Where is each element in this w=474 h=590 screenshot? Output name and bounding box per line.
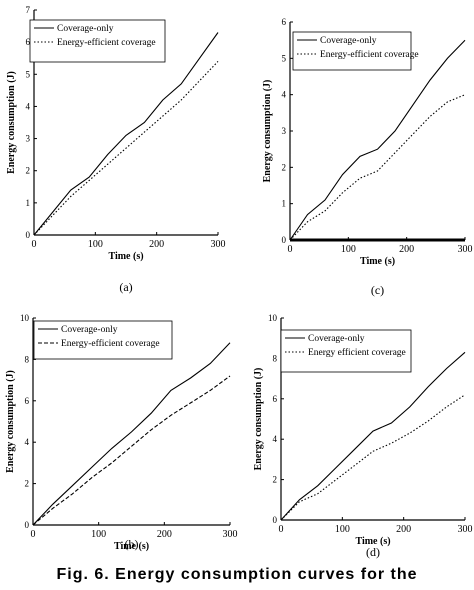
legend-box — [33, 320, 173, 360]
y-tick-label: 2 — [26, 166, 31, 176]
legend-label: Energy efficient coverage — [308, 347, 406, 358]
panel-caption: (a) — [119, 280, 132, 294]
y-tick-label: 6 — [282, 17, 287, 27]
y-axis-label: Energy consumption (J) — [262, 80, 273, 183]
legend-box — [29, 19, 166, 63]
series-line-energy-efficient — [289, 94, 466, 241]
x-tick-label: 300 — [458, 524, 473, 535]
y-tick-label: 4 — [273, 434, 278, 444]
y-axis-label: Energy consumption (J) — [253, 368, 264, 471]
series-line-coverage-only — [32, 342, 231, 526]
x-tick-label: 200 — [157, 529, 172, 540]
y-tick-label: 4 — [25, 437, 30, 447]
y-tick-label: 1 — [282, 199, 287, 209]
x-tick-label: 300 — [211, 239, 226, 250]
x-axis-label: Time (s) — [355, 536, 390, 547]
legend-label: Coverage-only — [308, 334, 365, 344]
series-line-energy-efficient — [32, 375, 231, 526]
y-tick-label: 4 — [282, 90, 287, 100]
legend-label: Energy-efficient coverage — [57, 37, 156, 48]
series-line-coverage-only — [280, 351, 466, 521]
legend-label: Energy-efficient coverage — [320, 49, 419, 60]
y-tick-label: 4 — [26, 101, 31, 111]
legend: Coverage-only Energy efficient coverage — [280, 329, 412, 373]
y-tick-label: 5 — [26, 69, 31, 79]
y-tick-label: 6 — [25, 396, 30, 406]
legend: Coverage-only Energy-efficient coverage — [33, 320, 173, 360]
x-tick-label: 0 — [279, 524, 284, 535]
series-line-coverage-only — [289, 39, 466, 241]
y-tick-label: 0 — [25, 520, 30, 530]
x-tick-label: 200 — [396, 524, 411, 535]
x-tick-label: 100 — [335, 524, 350, 535]
x-tick-label: 200 — [399, 244, 414, 255]
y-tick-label: 5 — [282, 53, 287, 63]
y-tick-label: 8 — [273, 353, 278, 363]
y-tick-label: 2 — [282, 162, 287, 172]
legend: Coverage-only Energy-efficient coverage — [292, 31, 419, 71]
x-tick-label: 100 — [91, 529, 106, 540]
y-tick-label: 6 — [26, 37, 31, 47]
y-tick-label: 3 — [26, 134, 31, 144]
panel-caption: (d) — [366, 545, 380, 559]
figure-caption: Fig. 6. Energy consumption curves for th… — [56, 566, 418, 583]
x-tick-label: 200 — [149, 239, 164, 250]
y-tick-label: 0 — [282, 235, 287, 245]
x-tick-label: 0 — [31, 529, 36, 540]
x-tick-label: 300 — [458, 244, 473, 255]
y-tick-label: 0 — [26, 230, 31, 240]
y-tick-label: 1 — [26, 198, 31, 208]
legend-label: Energy-efficient coverage — [61, 338, 160, 349]
y-tick-label: 7 — [26, 5, 31, 15]
x-axis-label: Time (s) — [108, 251, 143, 262]
y-tick-label: 2 — [273, 475, 278, 485]
series-line-coverage-only — [33, 32, 219, 236]
legend-box — [280, 329, 412, 373]
y-tick-label: 8 — [25, 354, 30, 364]
legend-label: Coverage-only — [320, 36, 377, 46]
x-tick-label: 100 — [88, 239, 103, 250]
x-tick-label: 0 — [288, 244, 293, 255]
legend: Coverage-only Energy-efficient coverage — [29, 19, 166, 63]
y-tick-label: 0 — [273, 515, 278, 525]
x-axis-label: Time (s) — [360, 256, 395, 267]
chart-panel-c: 0 1 2 3 4 5 6 0 100 200 300 Time (s) Energy consumpt… — [262, 17, 473, 297]
series-line-energy-efficient — [33, 61, 219, 236]
y-tick-label: 2 — [25, 479, 30, 489]
x-tick-label: 100 — [341, 244, 356, 255]
chart-panel-a: 0 1 2 3 4 5 6 7 0 100 200 300 Time (s) Energy consump… — [6, 5, 226, 294]
series-line-energy-efficient — [280, 394, 466, 521]
x-axis-label: Time (s) — [114, 541, 149, 552]
legend-box — [292, 31, 412, 71]
x-tick-label: 300 — [223, 529, 238, 540]
panel-caption: (b) — [125, 537, 139, 551]
legend-label: Coverage-only — [57, 24, 114, 34]
x-tick-label: 0 — [32, 239, 37, 250]
y-tick-label: 3 — [282, 126, 287, 136]
panel-caption: (c) — [371, 283, 384, 297]
y-tick-label: 6 — [273, 394, 278, 404]
y-axis-label: Energy consumption (J) — [5, 370, 16, 473]
legend-label: Coverage-only — [61, 325, 118, 335]
y-axis-label: Energy consumption (J) — [6, 71, 17, 174]
y-tick-label: 10 — [20, 313, 30, 323]
y-tick-label: 10 — [268, 313, 278, 323]
